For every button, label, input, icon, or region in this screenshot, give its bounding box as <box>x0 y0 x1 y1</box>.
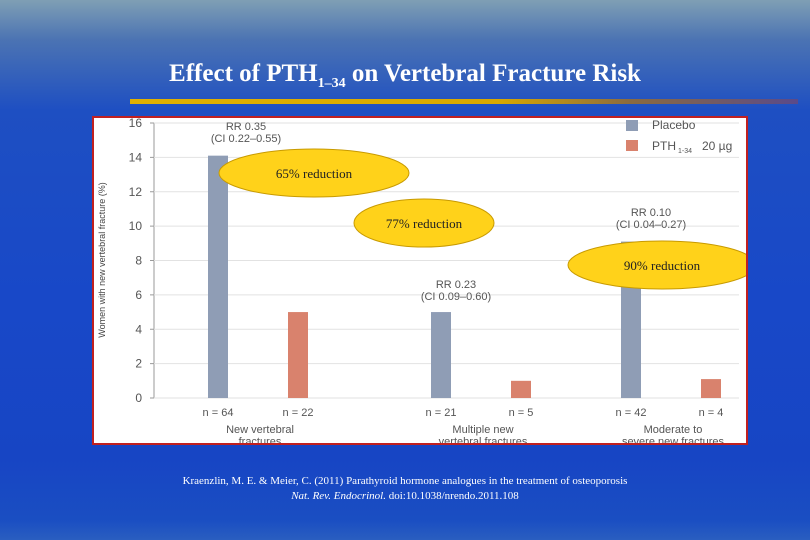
title-subscript: 1–34 <box>317 76 346 91</box>
y-axis-title: Women with new vertebral fracture (%) <box>97 182 107 337</box>
citation-doi: doi:10.1038/nrendo.2011.108 <box>386 490 519 502</box>
rr-label: RR 0.10 <box>631 207 671 219</box>
sample-size-label: n = 4 <box>699 407 724 419</box>
sample-size-label: n = 22 <box>283 407 314 419</box>
sample-size-label: n = 64 <box>203 407 234 419</box>
y-tick-label: 2 <box>135 357 142 371</box>
reduction-callout-label: 90% reduction <box>624 258 701 273</box>
legend-swatch-pth <box>626 140 638 151</box>
citation-line-1: Kraenzlin, M. E. & Meier, C. (2011) Para… <box>182 475 628 487</box>
category-label: New vertebral <box>226 424 294 436</box>
y-tick-label: 4 <box>135 322 142 336</box>
reduction-callout-label: 65% reduction <box>276 166 353 181</box>
y-tick-label: 6 <box>135 288 142 302</box>
sample-size-label: n = 5 <box>509 407 534 419</box>
ci-label: (CI 0.22–0.55) <box>211 133 281 145</box>
category-label: severe new fractures <box>622 436 725 443</box>
citation-journal: Nat. Rev. Endocrinol. <box>291 490 386 502</box>
pth-bar <box>701 379 721 398</box>
rr-label: RR 0.35 <box>226 121 266 133</box>
reduction-callout-oval <box>218 148 410 198</box>
category-label: Multiple new <box>452 424 513 436</box>
legend-label-pth: PTH <box>652 139 676 153</box>
y-tick-label: 10 <box>129 219 143 233</box>
title-underline <box>130 99 798 104</box>
citation: Kraenzlin, M. E. & Meier, C. (2011) Para… <box>0 474 810 504</box>
legend-label-placebo: Placebo <box>652 118 696 132</box>
y-tick-label: 0 <box>135 391 142 405</box>
pth-bar <box>288 312 308 398</box>
placebo-bar <box>208 155 228 398</box>
slide-title: Effect of PTH1–34 on Vertebral Fracture … <box>0 60 810 92</box>
chart-frame: 0 2 4 6 8 10 12 14 16 Women with new vertebral fr… <box>92 116 748 445</box>
sample-size-label: n = 42 <box>616 407 647 419</box>
reduction-callout-label: 77% reduction <box>386 216 463 231</box>
title-rest: on Vertebral Fracture Risk <box>345 60 641 87</box>
y-tick-label: 14 <box>129 150 143 164</box>
legend-label-pth-dose: 20 µg <box>702 139 732 153</box>
category-label: fractures <box>239 436 282 443</box>
legend-label-pth-subscript: 1-34 <box>678 148 692 155</box>
bar-chart: 0 2 4 6 8 10 12 14 16 Women with new vertebral fr… <box>97 118 746 443</box>
y-tick-label: 12 <box>129 185 143 199</box>
y-tick-label: 16 <box>129 118 143 130</box>
category-label: vertebral fractures <box>439 436 528 443</box>
placebo-bar <box>431 312 451 398</box>
legend-swatch-placebo <box>626 120 638 131</box>
citation-line-2: Nat. Rev. Endocrinol. doi:10.1038/nrendo… <box>0 489 810 504</box>
rr-label: RR 0.23 <box>436 279 476 291</box>
title-main: Effect of PTH <box>169 60 318 87</box>
ci-label: (CI 0.09–0.60) <box>421 291 491 303</box>
pth-bar <box>511 380 531 398</box>
y-tick-label: 8 <box>135 254 142 268</box>
sample-size-label: n = 21 <box>426 407 457 419</box>
reduction-callout-oval <box>353 198 495 248</box>
category-label: Moderate to <box>644 424 703 436</box>
reduction-callout-oval <box>567 240 746 290</box>
ci-label: (CI 0.04–0.27) <box>616 219 686 231</box>
